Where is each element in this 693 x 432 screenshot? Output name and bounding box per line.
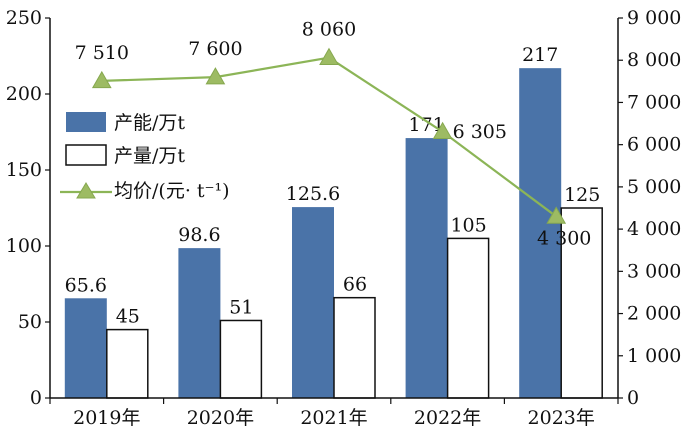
right-tick-label: 2 000: [627, 303, 681, 325]
left-tick-label: 0: [30, 387, 42, 409]
output-bar: [219, 319, 263, 399]
x-tick-label: 2020年: [187, 407, 254, 429]
output-value-label: 105: [450, 214, 486, 236]
legend-output-swatch: [65, 144, 107, 166]
left-tick-label: 50: [18, 311, 42, 333]
output-bar: [560, 207, 603, 399]
output-value-label: 51: [229, 296, 253, 318]
capacity-value-label: 125.6: [286, 183, 340, 205]
output-bar: [446, 237, 490, 399]
legend-price-marker: [76, 182, 96, 199]
price-triangle-marker: [546, 206, 567, 224]
output-bar: [333, 296, 376, 399]
price-value-label: 7 600: [188, 38, 242, 60]
right-tick-label: 6 000: [627, 134, 681, 156]
right-tick-label: 5 000: [627, 176, 681, 198]
price-value-label: 6 305: [453, 121, 507, 143]
right-tick-label: 0: [627, 387, 639, 409]
left-tick-label: 150: [6, 159, 42, 181]
legend-capacity-label: 产能/万t: [114, 112, 185, 134]
legend-output-label: 产量/万t: [114, 145, 185, 167]
capacity-value-label: 171: [408, 114, 444, 136]
x-tick-label: 2019年: [73, 407, 140, 429]
x-tick-label: 2021年: [300, 407, 367, 429]
legend-capacity-swatch: [66, 112, 106, 132]
capacity-value-label: 98.6: [178, 224, 220, 246]
legend-price-label: 均价/(元· t⁻¹): [114, 180, 230, 202]
capacity-bar: [64, 298, 107, 398]
left-tick-label: 100: [6, 235, 42, 257]
price-triangle-marker: [91, 70, 112, 89]
right-tick-label: 4 000: [627, 218, 681, 240]
right-tick-label: 1 000: [627, 345, 681, 367]
price-value-label: 7 510: [75, 42, 129, 64]
output-bar: [106, 328, 149, 399]
output-value-label: 125: [564, 184, 600, 206]
output-value-label: 66: [343, 274, 367, 296]
output-value-label: 45: [116, 306, 140, 328]
right-tick-label: 9 000: [627, 7, 681, 29]
x-tick-label: 2023年: [528, 407, 595, 429]
price-triangle-marker: [205, 67, 226, 85]
right-tick-label: 7 000: [627, 91, 681, 113]
capacity-value-label: 217: [522, 44, 558, 66]
capacity-bar: [519, 68, 562, 398]
price-triangle-marker: [432, 121, 453, 140]
capacity-bar: [405, 138, 448, 398]
x-tick-label: 2022年: [414, 407, 481, 429]
left-tick-label: 250: [6, 7, 42, 29]
capacity-bar: [292, 207, 334, 398]
right-tick-label: 3 000: [627, 260, 681, 282]
capacity-bar: [178, 248, 221, 398]
left-tick-label: 200: [6, 83, 42, 105]
price-value-label: 8 060: [302, 19, 356, 41]
price-value-label: 4 300: [537, 227, 591, 249]
right-tick-label: 8 000: [627, 49, 681, 71]
price-triangle-marker: [319, 47, 339, 65]
capacity-value-label: 65.6: [65, 274, 107, 296]
